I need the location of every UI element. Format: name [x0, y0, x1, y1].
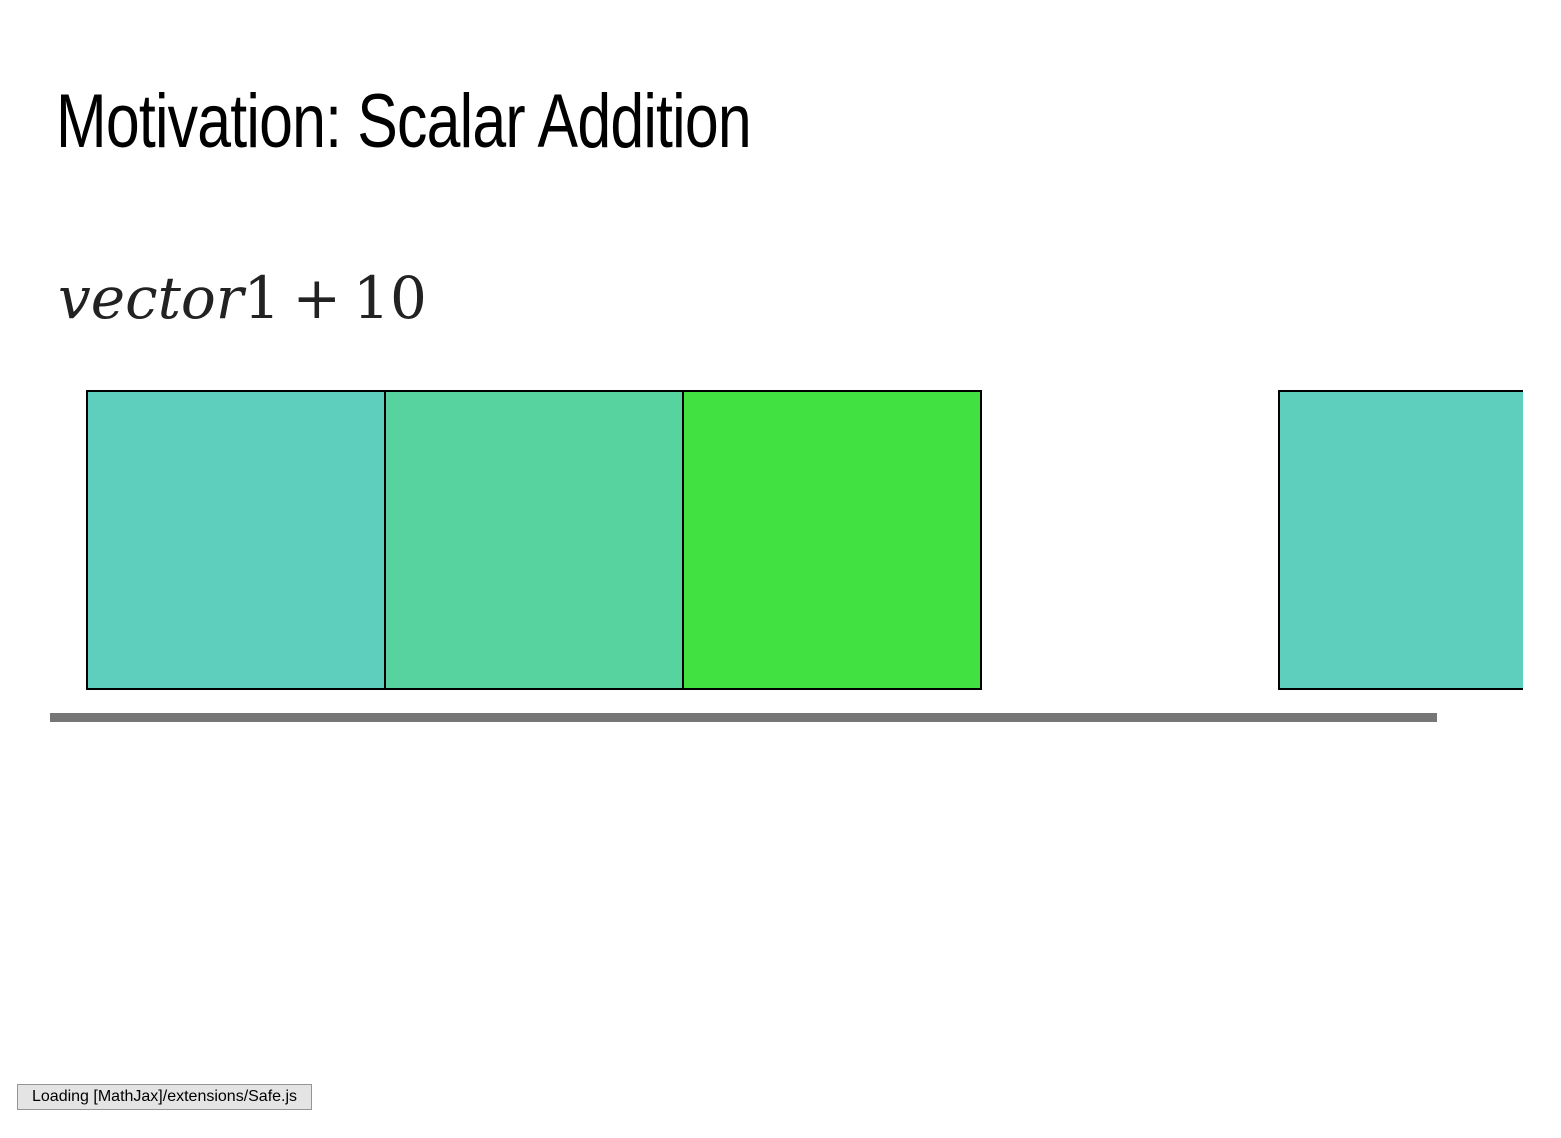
vector-cell — [86, 390, 386, 690]
formula-variable: vector — [58, 264, 244, 332]
mathjax-loading-status: Loading [MathJax]/extensions/Safe.js — [17, 1084, 313, 1110]
formula-constant: 10 — [353, 264, 427, 332]
formula-index: 1 — [243, 264, 281, 332]
vector-cell — [384, 390, 684, 690]
slide-title: Motivation: Scalar Addition — [56, 79, 752, 164]
vector-cell — [1278, 390, 1523, 690]
vector-cell — [682, 390, 982, 690]
formula-operator: + — [292, 264, 342, 332]
horizontal-scrollbar[interactable] — [50, 713, 1437, 722]
formula: vector1 +10 — [58, 258, 427, 338]
